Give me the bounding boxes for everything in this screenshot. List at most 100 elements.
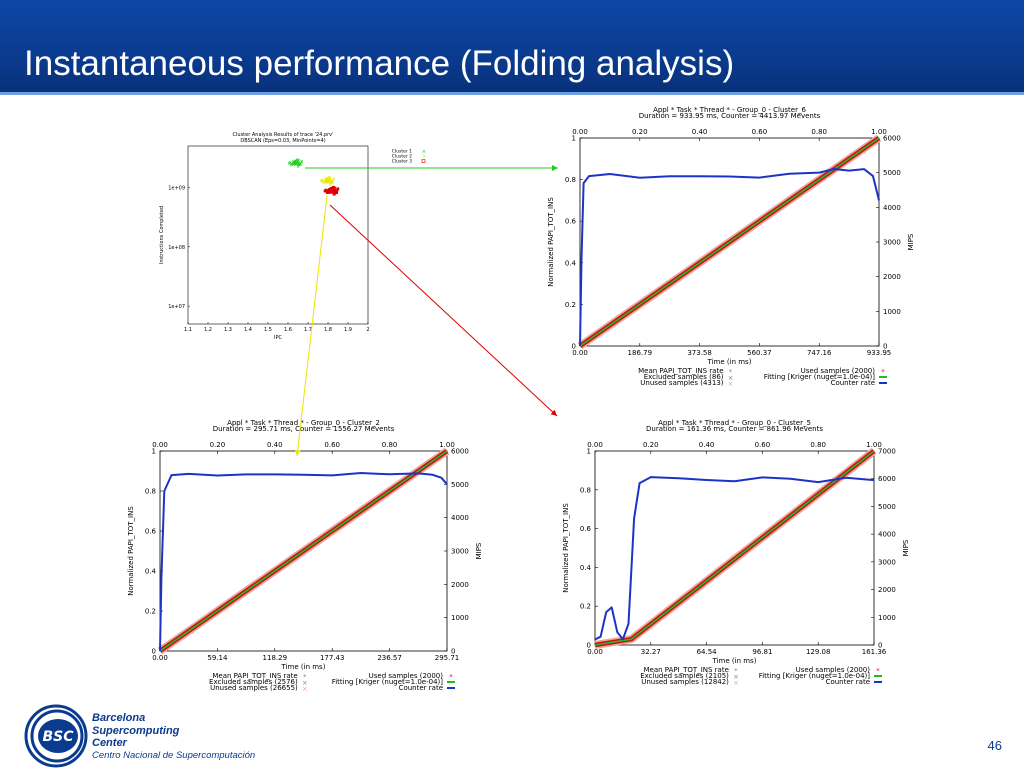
scatter-point — [334, 191, 338, 195]
scatter-point: × — [327, 175, 331, 181]
cluster-6-y-tick-label: 0.4 — [565, 259, 577, 267]
cluster-5-x-tick-label: 161.36 — [862, 648, 887, 656]
cluster-2-x2-tick-label: 0.60 — [324, 441, 340, 449]
cluster-6-y2-tick-label: 5000 — [883, 169, 901, 177]
scatter-point: × — [292, 162, 296, 168]
scatter-x-tick-label: 1.7 — [304, 327, 312, 333]
cluster-5-y2-tick-label: 0 — [878, 642, 882, 650]
cluster-2-legend-right-label: Counter rate — [399, 684, 443, 692]
cluster-6-title: Appl * Task * Thread * - Group_0 - Clust… — [653, 106, 806, 114]
page-number: 46 — [987, 738, 1002, 753]
cluster-6-y-tick-label: 0.2 — [565, 301, 576, 309]
scatter-point: × — [300, 159, 304, 165]
cluster-2-y-tick-label: 0 — [152, 648, 156, 656]
cluster-6-fitting-line — [579, 137, 880, 347]
scatter-point — [323, 189, 327, 193]
scatter-point — [331, 189, 335, 193]
scatter-point: × — [326, 177, 330, 183]
cluster-6-legend-left-marker: × — [728, 380, 734, 388]
scatter-point: × — [292, 159, 296, 165]
scatter-point: × — [330, 180, 334, 186]
scatter-legend-marker: × — [422, 149, 426, 155]
cluster-5-y2-tick-label: 4000 — [878, 531, 896, 539]
cluster-5-y2-tick-label: 1000 — [878, 614, 896, 622]
cluster-5-y-tick-label: 0.4 — [580, 564, 592, 572]
cluster-2-x-axis-label: Time (in ms) — [281, 663, 326, 671]
cluster-2-y2-tick-label: 6000 — [451, 448, 469, 456]
scatter-point: × — [297, 161, 301, 167]
scatter-legend-label: Cluster 1 — [392, 149, 412, 155]
cluster-6-y-tick-label: 0.8 — [565, 176, 576, 184]
scatter-x-tick-label: 1.3 — [224, 327, 232, 333]
scatter-point: × — [295, 161, 299, 167]
cluster-5-legend-left-label: Excluded samples (2105) — [640, 672, 729, 680]
scatter-point: × — [331, 179, 335, 185]
cluster-5-counter-rate-line — [594, 476, 875, 641]
scatter-point: × — [299, 161, 303, 167]
cluster-2-y-tick-label: 0.2 — [145, 608, 156, 616]
cluster-2-legend-right-marker: * — [449, 673, 453, 681]
scatter-x-tick-label: 2 — [366, 327, 369, 333]
scatter-point: × — [325, 177, 329, 183]
cluster-2-y2-tick-label: 2000 — [451, 581, 469, 589]
cluster-5-y2-tick-label: 6000 — [878, 475, 896, 483]
cluster-6-y-axis-label: Normalized PAPI_TOT_INS — [547, 197, 555, 287]
scatter-point: × — [293, 160, 297, 166]
cluster-6-legend-left-label: Mean PAPI_TOT_INS rate — [638, 367, 723, 375]
scatter-y-tick-label: 1e+08 — [168, 245, 185, 251]
cluster-2-x2-tick-label: 0.40 — [267, 441, 283, 449]
logo-line-4: Centro Nacional de Supercomputación — [92, 749, 256, 761]
cluster-5-y-tick-label: 0.6 — [580, 525, 592, 533]
cluster-5-legend-right-label: Counter rate — [826, 678, 870, 686]
scatter-point — [325, 190, 329, 194]
cluster-5-legend-left-label: Mean PAPI_TOT_INS rate — [644, 666, 729, 674]
cluster-5-x2-tick-label: 0.80 — [810, 441, 826, 449]
cluster-5-x-tick-label: 32.27 — [641, 648, 661, 656]
scatter-point: × — [327, 179, 331, 185]
scatter-point: × — [294, 161, 298, 167]
scatter-y-tick-label: 1e+07 — [168, 304, 185, 310]
cluster-2-legend-right-label: Used samples (2000) — [369, 672, 444, 680]
cluster-5-x2-tick-label: 1.00 — [866, 441, 882, 449]
scatter-point: × — [320, 178, 324, 184]
cluster-6-legend-left-marker: × — [728, 374, 734, 382]
cluster-5-x2-tick-label: 0.40 — [699, 441, 715, 449]
cluster-6-x-tick-label: 560.37 — [747, 349, 772, 357]
cluster-2-chart: Appl * Task * Thread * - Group_0 - Clust… — [127, 419, 483, 693]
scatter-point: × — [296, 164, 300, 170]
cluster-2-y2-tick-label: 0 — [451, 648, 455, 656]
cluster-2-x-tick-label: 295.71 — [435, 654, 460, 662]
cluster-5-legend-left-marker: × — [733, 679, 739, 687]
cluster-6-y2-tick-label: 2000 — [883, 273, 901, 281]
scatter-legend-label: Cluster 3 — [392, 159, 412, 165]
cluster-5-fitting-line — [594, 450, 875, 646]
scatter-point: × — [322, 179, 326, 185]
scatter-legend-marker: × — [422, 154, 426, 160]
cluster-2-x-tick-label: 177.43 — [320, 654, 345, 662]
cluster-5-subtitle: Duration = 161.36 ms, Counter = 861.96 M… — [646, 425, 823, 433]
scatter-x-tick-label: 1.1 — [184, 327, 192, 333]
logo-text: Barcelona Supercomputing Center Centro N… — [92, 712, 255, 762]
cluster-2-x-tick-label: 0.00 — [152, 654, 168, 662]
cluster-2-y2-tick-label: 1000 — [451, 614, 469, 622]
cluster-6-counter-rate-line — [579, 168, 880, 347]
cluster-5-legend-left-marker: × — [733, 673, 739, 681]
cluster-6-y2-tick-label: 6000 — [883, 135, 901, 143]
cluster-5-y2-tick-label: 2000 — [878, 586, 896, 594]
logo-line-2: Supercomputing — [92, 724, 180, 737]
cluster-2-y2-axis-label: MIPS — [475, 542, 483, 559]
scatter-x-tick-label: 1.5 — [264, 327, 272, 333]
slide-header: Instantaneous performance (Folding analy… — [0, 0, 1024, 94]
cluster-2-y2-tick-label: 3000 — [451, 548, 469, 556]
cluster-6-y-tick-label: 1 — [572, 135, 576, 143]
scatter-point: × — [328, 182, 332, 188]
cluster-6-y2-axis-label: MIPS — [907, 233, 915, 250]
cluster-2-y-tick-label: 1 — [152, 448, 156, 456]
scatter-point: × — [324, 179, 328, 185]
cluster-5-x-tick-label: 129.08 — [806, 648, 831, 656]
scatter-point: × — [296, 158, 300, 164]
scatter-point: × — [326, 180, 330, 186]
scatter-x-tick-label: 1.4 — [244, 327, 252, 333]
scatter-x-tick-label: 1.2 — [204, 327, 212, 333]
cluster-5-y2-tick-label: 5000 — [878, 503, 896, 511]
